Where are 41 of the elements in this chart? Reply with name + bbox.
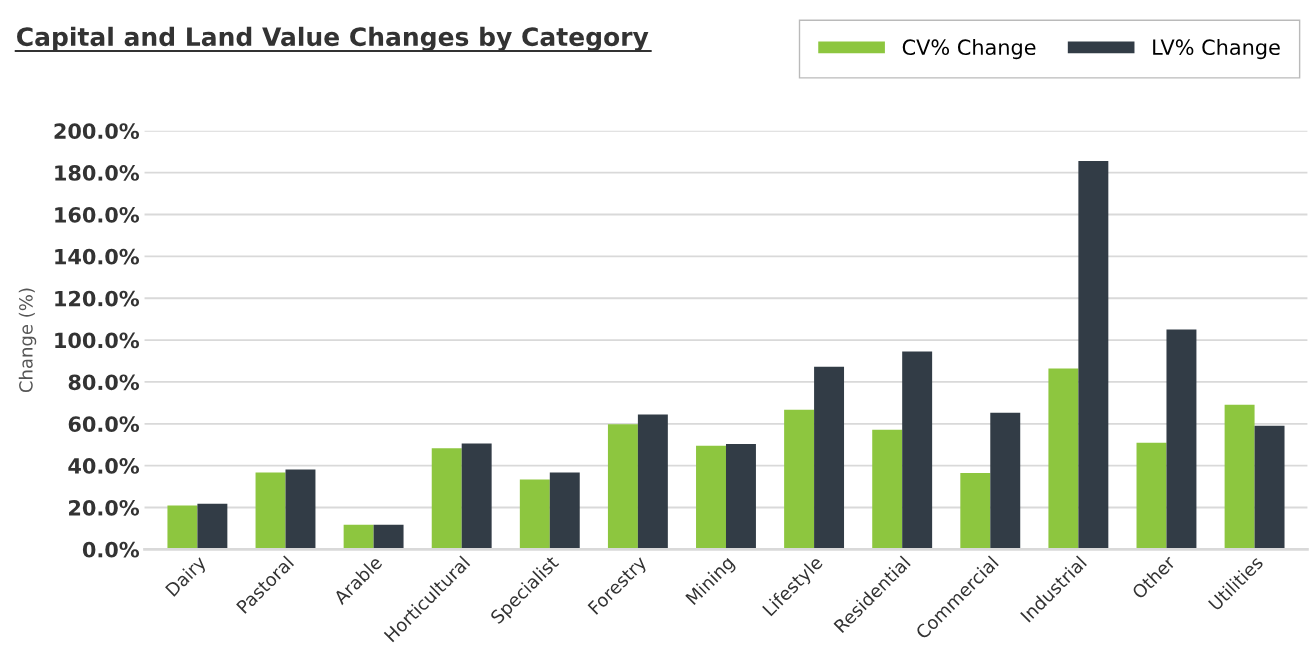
bar: [343, 524, 374, 550]
legend-label: LV% Change: [1153, 38, 1280, 60]
bar: [902, 351, 933, 550]
bar: [1136, 442, 1167, 550]
y-tick-label: 100.0%: [55, 332, 140, 349]
y-tick-label: 0.0%: [82, 541, 140, 558]
bar: [431, 448, 462, 550]
bar: [1224, 404, 1255, 550]
y-tick-label: 40.0%: [68, 458, 140, 474]
bar: [725, 443, 756, 550]
y-tick-label: 200.0%: [54, 123, 140, 140]
bar: [1166, 329, 1197, 550]
bar: [1048, 368, 1079, 550]
y-tick-label: 60.0%: [68, 416, 140, 432]
bar: [461, 443, 492, 550]
y-axis-title: Change (%): [18, 288, 37, 393]
bar: [784, 409, 815, 550]
bar: [872, 429, 903, 550]
y-tick-label: 160.0%: [55, 206, 140, 223]
bar: [167, 505, 198, 550]
bar: [549, 472, 580, 550]
bar: [519, 479, 550, 550]
bar: [960, 472, 991, 550]
y-tick-label: 80.0%: [68, 374, 140, 391]
bar: [607, 424, 638, 550]
y-tick-label: 140.0%: [55, 248, 140, 265]
bar: [814, 366, 845, 550]
bar: [1254, 425, 1285, 550]
legend-label: CV% Change: [902, 38, 1036, 60]
y-tick-label: 180.0%: [55, 165, 140, 181]
bar: [1078, 160, 1109, 550]
bar: [696, 445, 726, 550]
y-tick-label: 20.0%: [69, 499, 140, 516]
bar: [285, 469, 316, 550]
bar: [373, 524, 404, 550]
bar: [990, 412, 1021, 550]
bar: [197, 503, 228, 550]
y-tick-label: 120.0%: [55, 290, 140, 307]
bar: [637, 414, 668, 550]
chart-title: Capital and Land Value Changes by Category: [17, 26, 649, 52]
bar: [255, 472, 286, 550]
